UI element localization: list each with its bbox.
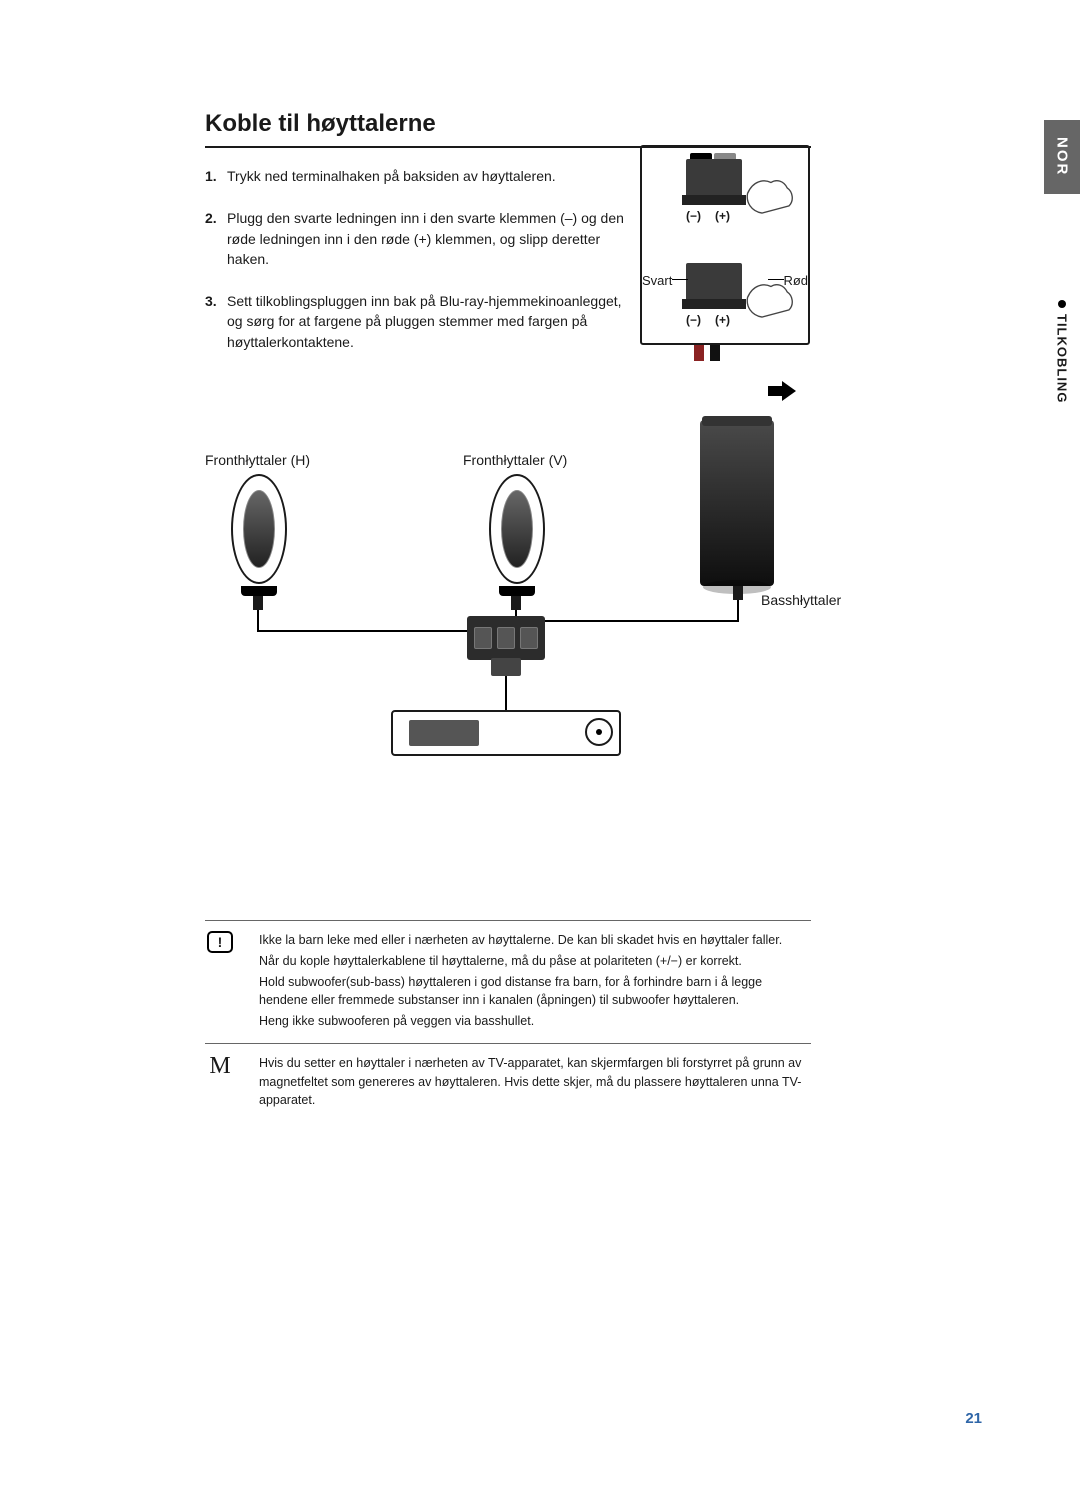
note-line: Hvis du setter en høyttaler i nærheten a… [259, 1054, 811, 1110]
wire [257, 610, 259, 632]
wire-plug-black [710, 345, 720, 361]
terminal-block [686, 263, 742, 301]
speaker-front-right [231, 474, 287, 584]
warning-text: Ikke la barn leke med eller i nærheten a… [259, 931, 811, 1033]
subwoofer-connector [733, 586, 743, 600]
subwoofer-label: Basshłyttaler [761, 592, 841, 608]
speaker-connector [511, 596, 521, 610]
receiver-dial [585, 718, 613, 746]
language-tab: NOR [1044, 120, 1080, 194]
section-title: Koble til høyttalerne [205, 110, 990, 138]
section-name-tab: TILKOBLING [1044, 294, 1080, 584]
terminal-base [682, 299, 746, 309]
plus-label: (+) [715, 209, 730, 223]
polarity-labels: (−) (+) [686, 313, 744, 327]
hub-port [520, 627, 538, 649]
terminal-base [682, 195, 746, 205]
manual-page: Koble til høyttalerne 1. Trykk ned termi… [0, 0, 1080, 1485]
step-item: 1. Trykk ned terminalhaken på baksiden a… [205, 166, 635, 186]
polarity-labels: (−) (+) [686, 209, 744, 223]
note-text: Hvis du setter en høyttaler i nærheten a… [259, 1054, 811, 1112]
terminal-hub [467, 616, 545, 660]
minus-label: (−) [686, 209, 701, 223]
step-number: 1. [205, 166, 227, 186]
section-tab-label: TILKOBLING [1055, 314, 1070, 403]
warning-line: Hold subwoofer(sub-bass) høyttaleren i g… [259, 973, 811, 1011]
speaker-driver [501, 490, 533, 568]
terminal-row-top: (−) (+) [648, 155, 802, 245]
hub-tab [491, 658, 521, 676]
separator [205, 920, 811, 921]
warning-line: Når du kople høyttalerkablene til høytta… [259, 952, 811, 971]
hub-port [474, 627, 492, 649]
notes-section: ! Ikke la barn leke med eller i nærheten… [205, 910, 811, 1112]
wiring-diagram: Fronthłyttaler (H) Fronthłyttaler (V) Ba… [205, 420, 835, 810]
speaker-driver [243, 490, 275, 568]
step-text: Trykk ned terminalhaken på baksiden av h… [227, 166, 635, 186]
wire [543, 620, 739, 622]
speaker-front-left [489, 474, 545, 584]
subwoofer-top [702, 416, 772, 426]
hub-port [497, 627, 515, 649]
wire-plug-red [694, 345, 704, 361]
side-tab: NOR TILKOBLING [1044, 120, 1080, 584]
terminal-right-label: Rød [783, 273, 808, 288]
terminal-row-bottom: (−) (+) [648, 251, 802, 341]
bullet-icon [1058, 300, 1066, 308]
warning-icon: ! [205, 931, 235, 953]
leader-line [672, 279, 688, 280]
step-item: 2. Plugg den svarte ledningen inn i den … [205, 208, 635, 269]
step-text: Sett tilkoblingspluggen inn bak på Blu-r… [227, 291, 635, 352]
speaker-base [241, 586, 277, 596]
step-list: 1. Trykk ned terminalhaken på baksiden a… [205, 166, 635, 352]
warning-line: Heng ikke subwooferen på veggen via bass… [259, 1012, 811, 1031]
terminal-diagram: (−) (+) (−) (+) Svart Rød [640, 145, 810, 345]
plus-label: (+) [715, 313, 730, 327]
speaker-base [499, 586, 535, 596]
page-number: 21 [965, 1410, 982, 1427]
terminal-block [686, 159, 742, 197]
front-left-label: Fronthłyttaler (V) [463, 452, 567, 468]
separator [205, 1043, 811, 1044]
front-right-label: Fronthłyttaler (H) [205, 452, 310, 468]
wire [737, 600, 739, 622]
info-note: M Hvis du setter en høyttaler i nærheten… [205, 1054, 811, 1112]
step-text: Plugg den svarte ledningen inn i den sva… [227, 208, 635, 269]
language-code: NOR [1054, 137, 1071, 176]
note-m-icon: M [205, 1054, 235, 1078]
step-number: 2. [205, 208, 227, 269]
step-number: 3. [205, 291, 227, 352]
hand-icon [744, 173, 798, 219]
minus-label: (−) [686, 313, 701, 327]
warning-note: ! Ikke la barn leke med eller i nærheten… [205, 931, 811, 1033]
step-item: 3. Sett tilkoblingspluggen inn bak på Bl… [205, 291, 635, 352]
terminal-left-label: Svart [642, 273, 672, 288]
leader-line [768, 279, 784, 280]
wire [505, 676, 507, 712]
subwoofer [700, 420, 774, 586]
warning-line: Ikke la barn leke med eller i nærheten a… [259, 931, 811, 950]
arrow-icon [768, 381, 796, 406]
wire [257, 630, 469, 632]
speaker-connector [253, 596, 263, 610]
receiver-panel [409, 720, 479, 746]
